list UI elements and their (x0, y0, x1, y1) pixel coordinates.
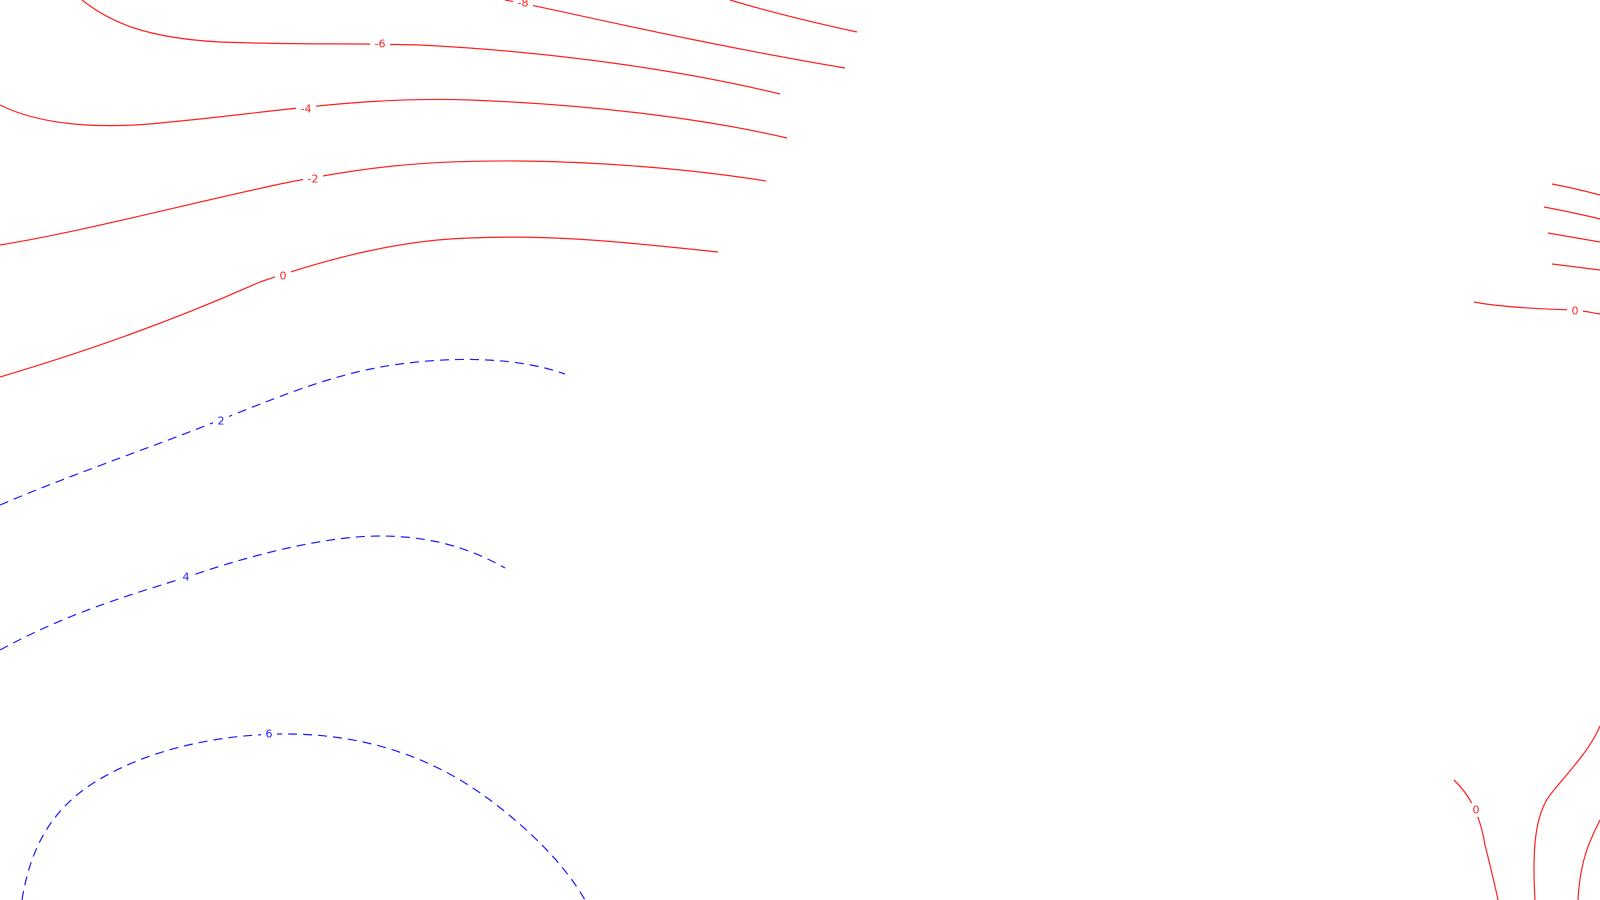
contour-label-text: 4 (183, 571, 190, 584)
contour-right-bottom-3 (1577, 819, 1600, 900)
contour-label-text: -8 (518, 0, 529, 10)
contour-neg4-left (0, 98, 788, 139)
contour-right-a (1551, 183, 1600, 196)
contour-pos6-left (21, 733, 586, 900)
contour-label-neg4-left: -4 (296, 102, 316, 116)
contour-neg8-top-right (729, 0, 858, 33)
contour-label-text: 0 (1572, 305, 1579, 318)
contour-label-neg2-left: -2 (303, 172, 323, 186)
contour-label-text: 2 (218, 415, 225, 428)
contour-neg2-left (0, 160, 767, 246)
contour-label-pos6-left: 6 (261, 727, 277, 741)
contour-pos4-left (0, 535, 506, 651)
contour-zero-left (0, 236, 719, 378)
contour-label-zero-right: 0 (1567, 304, 1583, 318)
contour-label-zero-bottom-right: 0 (1469, 803, 1483, 817)
contour-label-text: -2 (308, 173, 319, 186)
contour-label-neg6-left: -6 (370, 37, 390, 51)
contour-label-text: -6 (375, 38, 386, 51)
contour-zero-bottom-right (1453, 779, 1499, 900)
contour-right-bottom-2 (1533, 725, 1600, 900)
contour-label-pos4-left: 4 (178, 570, 194, 584)
contour-right-c (1547, 232, 1600, 243)
contour-right-d (1551, 263, 1600, 271)
contour-label-neg8-top-left: -8 (513, 0, 533, 10)
contour-label-text: 0 (1473, 804, 1480, 817)
contour-label-text: 0 (280, 270, 287, 283)
contour-right-b (1543, 206, 1600, 220)
contour-label-text: -4 (301, 103, 312, 116)
contour-pos2-left (0, 358, 566, 506)
contour-labels: -8 -6 -4 -2 0 2 4 6 (178, 0, 1583, 817)
contour-label-pos2-left: 2 (213, 414, 229, 428)
contour-label-zero-left: 0 (275, 269, 291, 283)
contour-label-text: 6 (266, 728, 273, 741)
